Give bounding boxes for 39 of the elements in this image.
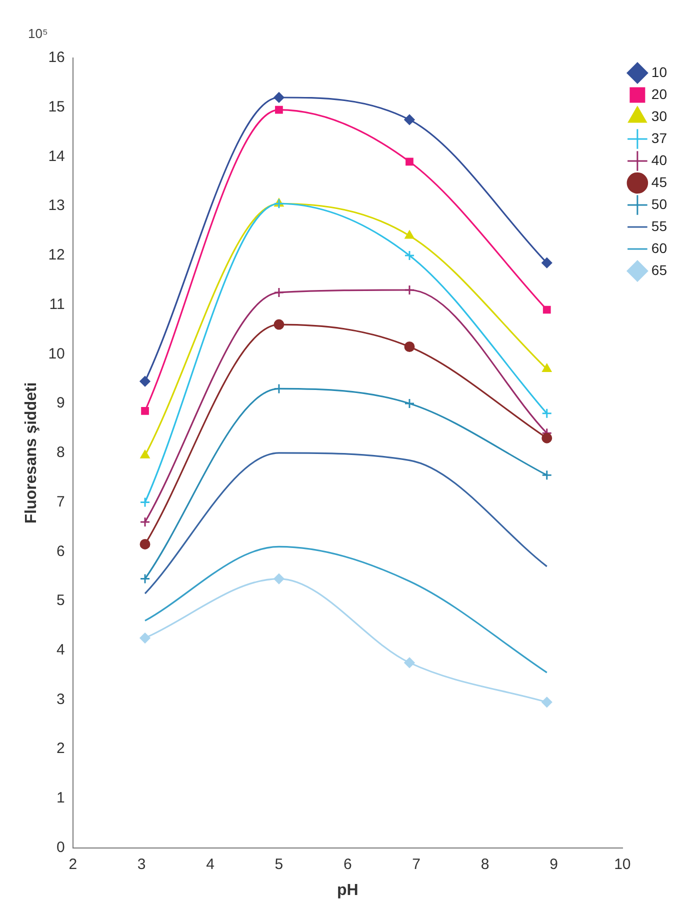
y-tick-label: 7 [56,493,65,510]
x-tick-label: 9 [550,856,558,873]
y-tick-label: 8 [56,444,65,462]
y-tick-label: 10 [48,345,65,362]
legend-label: 65 [651,262,668,278]
text: 10⁵ [28,26,48,41]
y-tick-label: 1 [56,790,65,807]
y-tick-label: 2 [56,740,65,758]
legend-label: 50 [651,196,668,212]
x-tick-label: 10 [614,856,631,873]
legend-label: 55 [651,218,668,234]
x-tick-label: 4 [206,856,214,873]
legend-label: 20 [651,86,668,102]
y-tick-label: 11 [49,296,65,313]
x-tick-label: 6 [343,856,352,873]
legend-label: 37 [651,130,668,146]
y-tick-label: 13 [48,197,65,214]
y-axis-title: Fluoresans şiddeti [23,382,40,524]
y-tick-label: 4 [56,641,65,658]
y-tick-label: 5 [56,592,65,610]
y-tick-label: 0 [56,838,65,856]
y-tick-label: 15 [48,98,65,116]
x-tick-label: 5 [274,856,284,873]
legend-label: 30 [651,108,668,124]
legend-label: 45 [651,174,668,190]
x-tick-label: 8 [480,856,490,873]
x-tick-label: 3 [137,856,146,873]
y-tick-label: 6 [56,542,65,560]
legend-label: 40 [651,152,668,168]
x-axis-title: pH [336,882,358,899]
x-tick-label: 7 [412,856,421,873]
y-tick-label: 14 [48,148,65,165]
y-tick-label: 9 [56,394,65,412]
y-tick-label: 16 [48,49,65,66]
legend-label: 60 [651,240,668,256]
x-tick-label: 2 [68,856,78,873]
y-tick-label: 3 [56,690,65,708]
legend-label: 10 [651,64,668,80]
y-tick-label: 12 [48,246,65,264]
